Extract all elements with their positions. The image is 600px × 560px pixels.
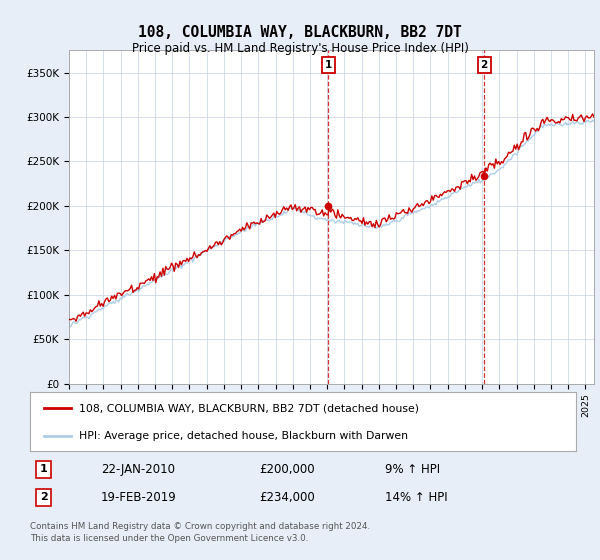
Text: Contains HM Land Registry data © Crown copyright and database right 2024.
This d: Contains HM Land Registry data © Crown c… bbox=[30, 522, 370, 543]
Text: 2: 2 bbox=[40, 492, 47, 502]
Text: 1: 1 bbox=[325, 60, 332, 71]
Text: 14% ↑ HPI: 14% ↑ HPI bbox=[385, 491, 448, 504]
Text: £234,000: £234,000 bbox=[259, 491, 315, 504]
Text: 108, COLUMBIA WAY, BLACKBURN, BB2 7DT (detached house): 108, COLUMBIA WAY, BLACKBURN, BB2 7DT (d… bbox=[79, 403, 419, 413]
Text: Price paid vs. HM Land Registry's House Price Index (HPI): Price paid vs. HM Land Registry's House … bbox=[131, 42, 469, 55]
Text: 2: 2 bbox=[481, 60, 488, 71]
Text: £200,000: £200,000 bbox=[259, 463, 315, 476]
Text: 108, COLUMBIA WAY, BLACKBURN, BB2 7DT: 108, COLUMBIA WAY, BLACKBURN, BB2 7DT bbox=[138, 25, 462, 40]
Text: HPI: Average price, detached house, Blackburn with Darwen: HPI: Average price, detached house, Blac… bbox=[79, 431, 408, 441]
Text: 9% ↑ HPI: 9% ↑ HPI bbox=[385, 463, 440, 476]
Text: 1: 1 bbox=[40, 464, 47, 474]
Text: 19-FEB-2019: 19-FEB-2019 bbox=[101, 491, 177, 504]
Text: 22-JAN-2010: 22-JAN-2010 bbox=[101, 463, 175, 476]
